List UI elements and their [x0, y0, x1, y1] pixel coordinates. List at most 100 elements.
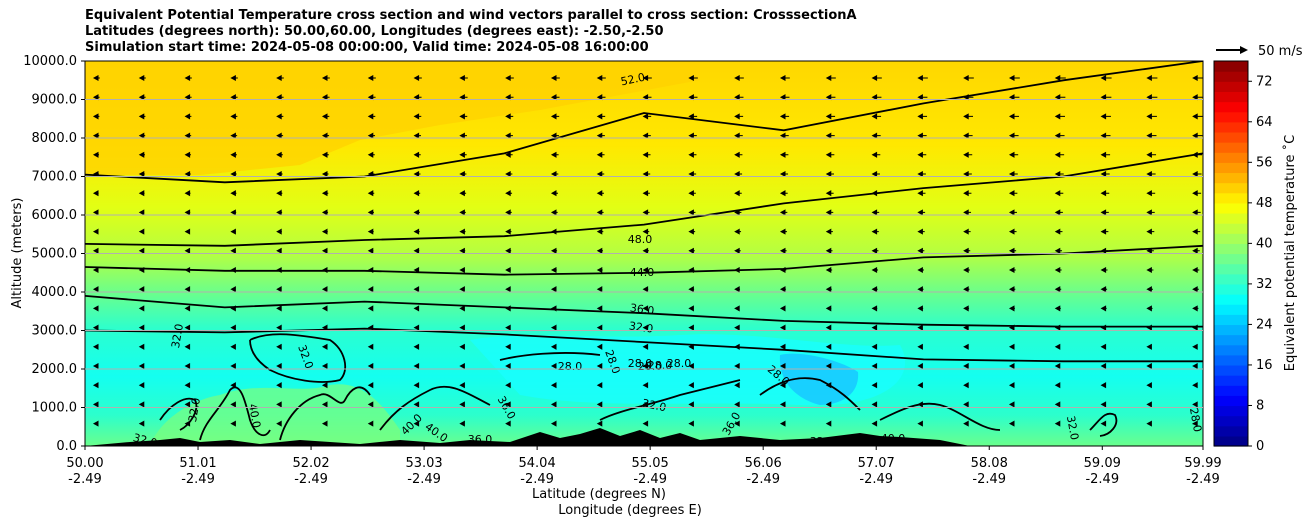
- wind-vector: [917, 151, 927, 158]
- wind-vector: [184, 305, 191, 312]
- wind-vector: [642, 286, 649, 293]
- wind-vector: [92, 209, 99, 216]
- contour-line-52: [85, 61, 1203, 184]
- wind-vector: [779, 113, 790, 120]
- wind-vector: [138, 228, 145, 235]
- wind-vector: [871, 132, 881, 139]
- wind-vector: [871, 401, 878, 408]
- wind-vector: [550, 343, 557, 350]
- wind-vector: [459, 401, 465, 408]
- wind-vector: [871, 151, 881, 158]
- colorbar-segment: [1214, 142, 1248, 153]
- wind-vector: [230, 324, 236, 331]
- wind-vector: [92, 305, 99, 312]
- wind-vector: [505, 170, 513, 178]
- wind-vector: [1146, 362, 1152, 370]
- wind-vector: [917, 94, 928, 101]
- wind-vector: [321, 343, 328, 350]
- wind-vector: [779, 94, 790, 101]
- wind-vector: [596, 420, 603, 427]
- wind-vector: [871, 362, 878, 370]
- colorbar-segment: [1214, 263, 1248, 275]
- wind-vector: [550, 209, 558, 216]
- wind-vector: [688, 343, 694, 350]
- wind-vector: [917, 74, 928, 82]
- wind-vector: [779, 362, 786, 370]
- wind-vector: [734, 286, 741, 293]
- wind-vector: [550, 286, 557, 293]
- y-axis-label: Altitude (meters): [10, 198, 25, 309]
- wind-vector: [367, 382, 374, 389]
- wind-vector: [276, 94, 284, 101]
- wind-vector: [321, 324, 328, 331]
- wind-vector: [963, 305, 970, 312]
- wind-vector: [1054, 286, 1062, 293]
- wind-vector: [505, 420, 511, 427]
- wind-vector: [596, 94, 606, 101]
- wind-vector: [871, 324, 878, 331]
- wind-vector: [1008, 94, 1020, 101]
- wind-vector: [413, 151, 421, 158]
- wind-vector: [321, 94, 330, 101]
- colorbar-segment: [1214, 314, 1248, 326]
- wind-key-label: 50 m/s: [1258, 44, 1303, 59]
- wind-vector: [1008, 170, 1018, 178]
- colorbar-segment: [1214, 344, 1248, 356]
- wind-vector: [963, 247, 971, 254]
- wind-vector: [596, 151, 605, 158]
- wind-vector: [1100, 209, 1109, 216]
- contour-line-36: [85, 295, 1203, 328]
- wind-vector: [138, 324, 145, 331]
- wind-vector: [1054, 305, 1061, 312]
- wind-vector: [459, 170, 467, 178]
- wind-vector: [1192, 401, 1198, 408]
- wind-vector: [367, 420, 374, 427]
- colorbar-segment: [1214, 101, 1248, 113]
- wind-vector: [779, 228, 787, 235]
- wind-vector: [963, 362, 969, 370]
- contour-line-lower: [1089, 412, 1118, 437]
- wind-vector: [642, 132, 651, 139]
- wind-vector: [642, 324, 649, 331]
- wind-vector: [505, 151, 513, 158]
- wind-vector: [825, 190, 834, 197]
- wind-vector: [459, 247, 466, 254]
- wind-vector: [1008, 247, 1017, 254]
- wind-vector: [871, 228, 879, 235]
- wind-vector: [1054, 401, 1061, 408]
- wind-vector: [230, 343, 236, 350]
- wind-vector: [1192, 382, 1198, 389]
- wind-vector: [276, 74, 284, 82]
- wind-vector: [917, 266, 924, 274]
- wind-vector: [321, 305, 328, 312]
- wind-vector: [550, 170, 559, 178]
- wind-vector: [917, 305, 924, 312]
- y-tick-label: 8000.0: [32, 131, 78, 146]
- wind-vector: [963, 343, 969, 350]
- wind-vector: [642, 74, 652, 82]
- wind-vector: [184, 401, 191, 408]
- wind-vector: [459, 74, 468, 82]
- wind-vector: [230, 170, 237, 178]
- wind-vector: [367, 228, 374, 235]
- wind-vector: [276, 324, 282, 331]
- wind-vector: [825, 209, 834, 216]
- wind-vector: [413, 401, 420, 408]
- colorbar-segment: [1214, 304, 1248, 315]
- wind-vector: [596, 74, 606, 82]
- wind-vector: [550, 132, 559, 139]
- wind-vector: [413, 94, 422, 101]
- contour-line-lower: [879, 402, 1001, 431]
- x-tick-label-lat: 52.02: [292, 456, 329, 471]
- wind-vector: [1008, 420, 1015, 427]
- wind-vector: [184, 382, 191, 389]
- wind-vector: [505, 132, 513, 139]
- wind-vector: [963, 382, 969, 389]
- wind-vector: [367, 286, 374, 293]
- wind-vector: [917, 420, 923, 427]
- x-tick-label-lat: 53.03: [405, 456, 442, 471]
- x-tick-label-lon: -2.49: [1186, 472, 1220, 487]
- wind-vector: [1146, 190, 1156, 197]
- wind-vector: [871, 266, 879, 274]
- wind-vector: [550, 420, 557, 427]
